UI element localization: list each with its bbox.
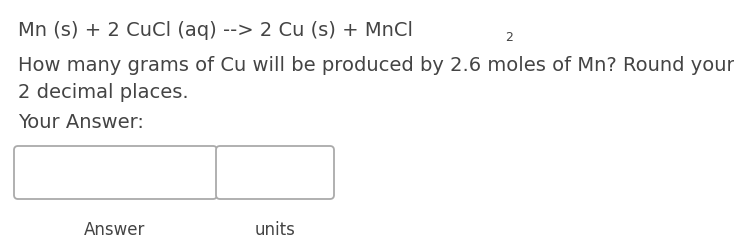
FancyBboxPatch shape: [216, 146, 334, 199]
Text: Answer: Answer: [84, 220, 145, 238]
FancyBboxPatch shape: [14, 146, 217, 199]
Text: 2 decimal places.: 2 decimal places.: [18, 83, 189, 102]
Text: Your Answer:: Your Answer:: [18, 112, 144, 132]
Text: 2: 2: [505, 31, 513, 44]
Text: units: units: [255, 220, 296, 238]
Text: Mn (s) + 2 CuCl (aq) --> 2 Cu (s) + MnCl: Mn (s) + 2 CuCl (aq) --> 2 Cu (s) + MnCl: [18, 21, 413, 40]
Text: How many grams of Cu will be produced by 2.6 moles of Mn? Round your answer to: How many grams of Cu will be produced by…: [18, 56, 734, 75]
